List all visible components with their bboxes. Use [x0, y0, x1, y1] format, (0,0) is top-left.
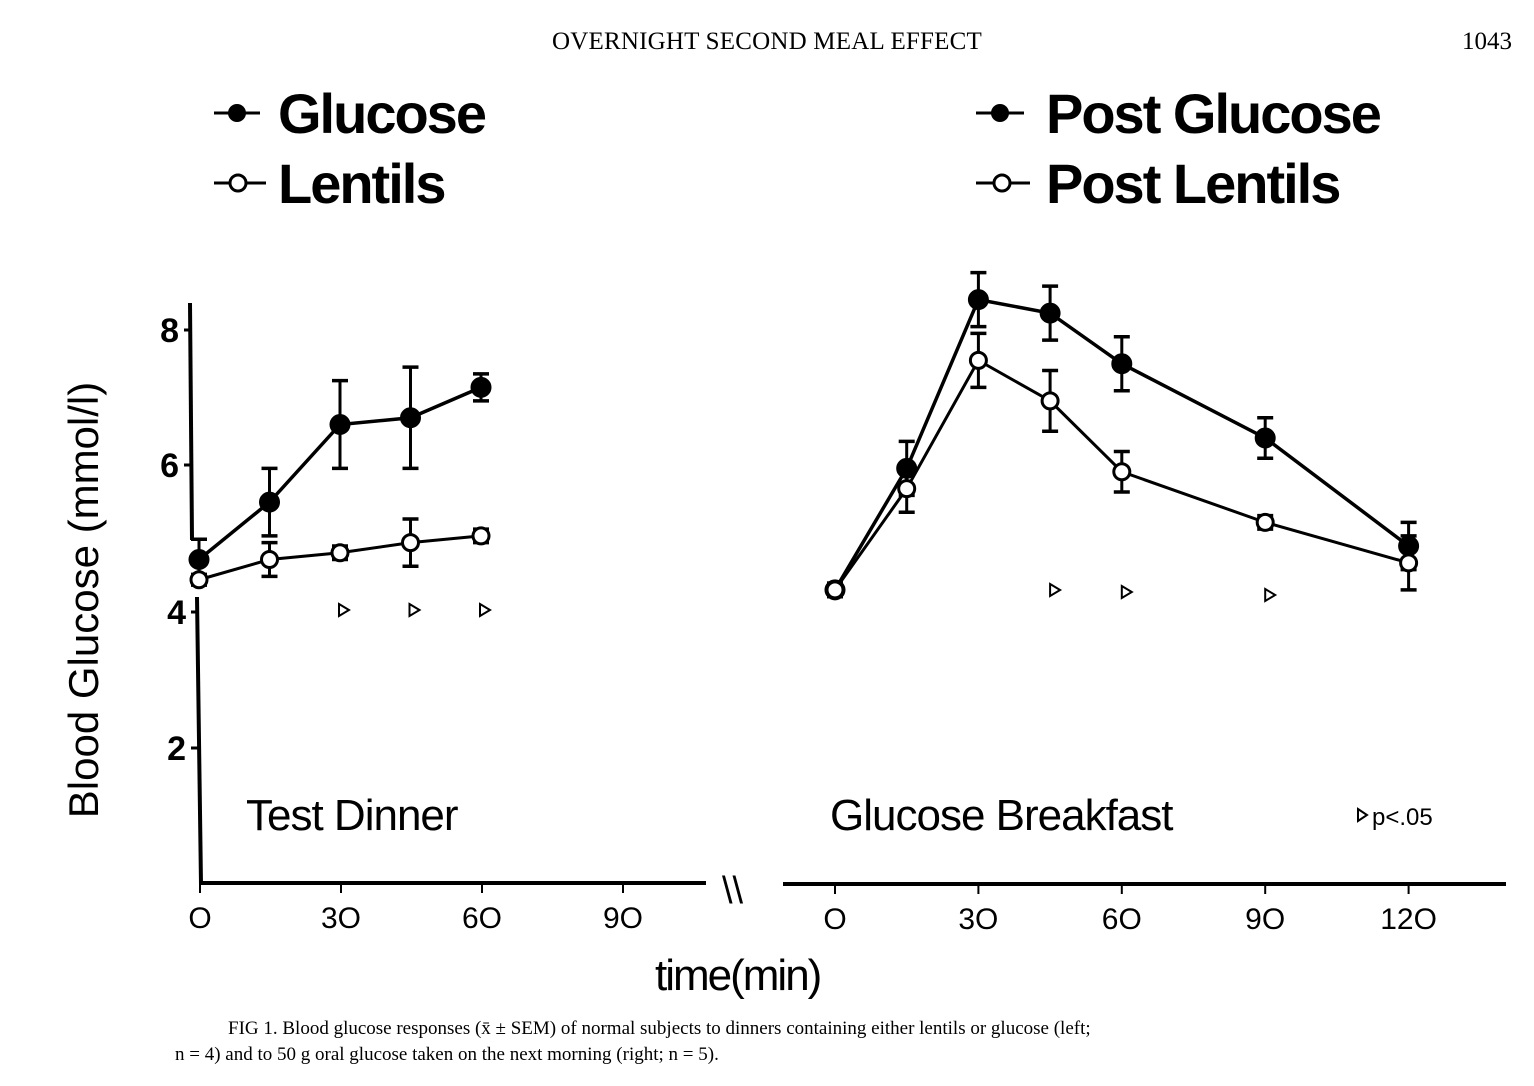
significance-marker-icon	[479, 602, 492, 618]
x-axis-label: time(min)	[655, 951, 820, 1000]
legend-label-glucose: Glucose	[278, 82, 486, 145]
significance-marker-icon	[1120, 584, 1134, 600]
data-point	[400, 407, 421, 429]
data-point	[1112, 462, 1132, 482]
y-tick-label: 8	[160, 312, 179, 350]
y-tick-label: 2	[167, 730, 186, 768]
legend-marker-lentils	[228, 173, 248, 193]
significance-markers	[338, 582, 1278, 618]
legend-marker-post-glucose	[991, 104, 1009, 122]
data-point	[1111, 353, 1133, 375]
x-ticks-left: O 3O 6O 9O	[188, 885, 643, 935]
data-point	[260, 550, 279, 569]
legend-item-post-lentils: Post Lentils	[976, 152, 1341, 215]
legend-left: Glucose Lentils	[214, 82, 488, 215]
data-point	[1039, 302, 1061, 324]
x-tick-label: 3O	[321, 902, 361, 935]
x-tick-label: 12O	[1380, 903, 1437, 936]
data-point	[968, 350, 988, 370]
data-point	[1040, 391, 1060, 411]
significance-legend: p<.05	[1357, 804, 1433, 831]
significance-marker-icon	[338, 602, 351, 618]
legend-label-post-lentils: Post Lentils	[1046, 152, 1339, 215]
panel-title-test-dinner: Test Dinner	[246, 791, 458, 840]
data-point	[401, 533, 420, 553]
data-point	[470, 376, 492, 398]
legend-marker-post-lentils	[992, 173, 1012, 193]
right-axes: O 3O 6O 9O 12O	[783, 882, 1506, 936]
legend-item-lentils: Lentils	[214, 152, 446, 215]
legend-item-post-glucose: Post Glucose	[976, 82, 1383, 145]
figure-chart: Glucose Lentils Post Glucose Post Lentil…	[60, 82, 1506, 1000]
data-point	[1399, 553, 1419, 573]
data-point	[188, 549, 210, 570]
x-ticks-right: O 3O 6O 9O 12O	[823, 886, 1437, 936]
data-point	[329, 414, 351, 435]
legend-marker-glucose	[228, 104, 246, 122]
data-point	[330, 543, 350, 563]
x-axis-break-symbol: \\	[722, 870, 744, 912]
x-tick-label: 9O	[1245, 903, 1285, 936]
data-point	[825, 580, 845, 600]
data-point	[1254, 427, 1276, 449]
data-point	[967, 289, 989, 311]
x-tick-label: 6O	[1102, 903, 1142, 936]
y-axis-lower-segment	[195, 596, 203, 885]
y-ticks: 2 4 6 8	[160, 312, 198, 768]
running-title: OVERNIGHT SECOND MEAL EFFECT	[552, 28, 982, 55]
significance-marker-icon	[1049, 582, 1063, 598]
data-point	[189, 570, 209, 590]
significance-legend-label: p<.05	[1372, 804, 1433, 831]
series-left-glucose	[188, 365, 492, 582]
series-left-lentils	[189, 517, 491, 590]
significance-marker-icon	[408, 602, 422, 618]
x-tick-label: O	[188, 902, 211, 935]
x-tick-label: 3O	[958, 903, 998, 936]
x-tick-label: O	[823, 903, 846, 936]
legend-item-glucose: Glucose	[214, 82, 488, 145]
legend-right: Post Glucose Post Lentils	[976, 82, 1383, 215]
y-tick-label: 6	[160, 447, 179, 485]
legend-label-post-glucose: Post Glucose	[1046, 82, 1381, 145]
caption-line-2: n = 4) and to 50 g oral glucose taken on…	[175, 1044, 719, 1065]
significance-marker-icon	[1264, 587, 1278, 603]
left-axes: 2 4 6 8 O 3O 6O 9O	[160, 302, 706, 935]
y-axis-upper-segment	[188, 302, 194, 541]
panel-title-glucose-breakfast: Glucose Breakfast	[830, 791, 1173, 840]
y-axis-label: Blood Glucose (mmol/l)	[60, 382, 107, 818]
series-right-post-lentils	[825, 331, 1419, 600]
x-tick-label: 9O	[603, 902, 643, 935]
data-point	[471, 526, 491, 546]
data-point	[1255, 512, 1275, 532]
caption-line-1: FIG 1. Blood glucose responses (x̄ ± SEM…	[228, 1018, 1091, 1039]
figure-caption: FIG 1. Blood glucose responses (x̄ ± SEM…	[175, 1016, 1475, 1068]
series-layer	[188, 270, 1420, 601]
series-right-post-glucose	[824, 270, 1420, 601]
page-number: 1043	[1462, 28, 1512, 55]
x-tick-label: 6O	[462, 902, 502, 935]
data-point	[259, 491, 280, 513]
y-tick-label: 4	[167, 594, 186, 632]
data-point	[897, 479, 917, 499]
legend-label-lentils: Lentils	[278, 152, 444, 215]
significance-legend-triangle-icon	[1357, 807, 1369, 823]
